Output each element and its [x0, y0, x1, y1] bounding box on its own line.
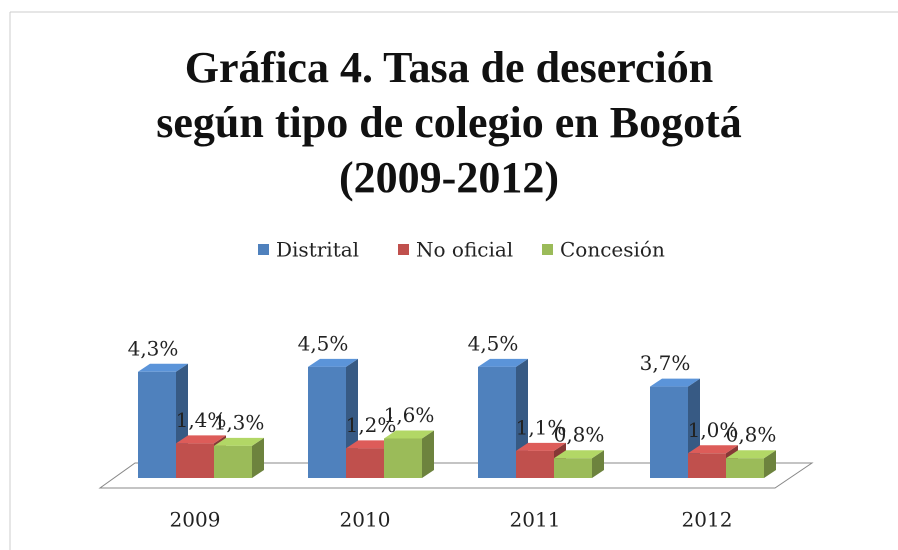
bar-top	[650, 378, 700, 387]
bar	[176, 443, 214, 478]
floor	[98, 462, 814, 489]
legend-swatch	[542, 244, 553, 255]
value-label: 3,7%	[640, 351, 691, 375]
legend-label: Concesión	[560, 238, 665, 262]
legend-swatch	[258, 244, 269, 255]
bar	[726, 458, 764, 478]
x-tick-label: 2012	[682, 508, 733, 532]
bar-top	[384, 430, 434, 439]
bar-top	[176, 435, 226, 444]
value-label: 1,3%	[214, 410, 265, 434]
bar-top	[688, 445, 738, 454]
value-label: 4,5%	[298, 331, 349, 355]
value-label: 0,8%	[554, 423, 605, 447]
x-tick-label: 2011	[510, 508, 561, 532]
value-label: 1,1%	[516, 415, 567, 439]
value-label: 1,2%	[346, 413, 397, 437]
bar	[478, 366, 516, 478]
x-tick-label: 2010	[340, 508, 391, 532]
bar-side	[252, 437, 264, 478]
bar-top	[554, 450, 604, 459]
legend-label: No oficial	[416, 238, 513, 262]
bar-side	[764, 450, 776, 478]
bar	[346, 448, 384, 478]
value-label: 4,5%	[468, 331, 519, 355]
bar	[650, 386, 688, 478]
bar	[516, 450, 554, 478]
bar-top	[308, 358, 358, 367]
bar	[308, 366, 346, 478]
bar	[214, 445, 252, 478]
bar	[138, 371, 176, 478]
bar	[688, 453, 726, 478]
bar-top	[478, 358, 528, 367]
chart-title: Gráfica 4. Tasa de deserción según tipo …	[156, 43, 742, 202]
legend-label: Distrital	[276, 238, 359, 262]
bar-side	[592, 450, 604, 478]
x-tick-label: 2009	[170, 508, 221, 532]
value-label: 1,4%	[176, 408, 227, 432]
value-label: 4,3%	[128, 336, 179, 360]
bar-top	[346, 440, 396, 449]
bar-top	[214, 437, 264, 446]
bar-side	[422, 430, 434, 478]
value-label: 1,6%	[384, 403, 435, 427]
bar-top	[138, 363, 188, 372]
bar	[384, 438, 422, 478]
legend-swatch	[398, 244, 409, 255]
value-label: 1,0%	[688, 418, 739, 442]
value-label: 0,8%	[726, 423, 777, 447]
bar-top	[726, 450, 776, 459]
bar	[554, 458, 592, 478]
bar-top	[516, 442, 566, 451]
